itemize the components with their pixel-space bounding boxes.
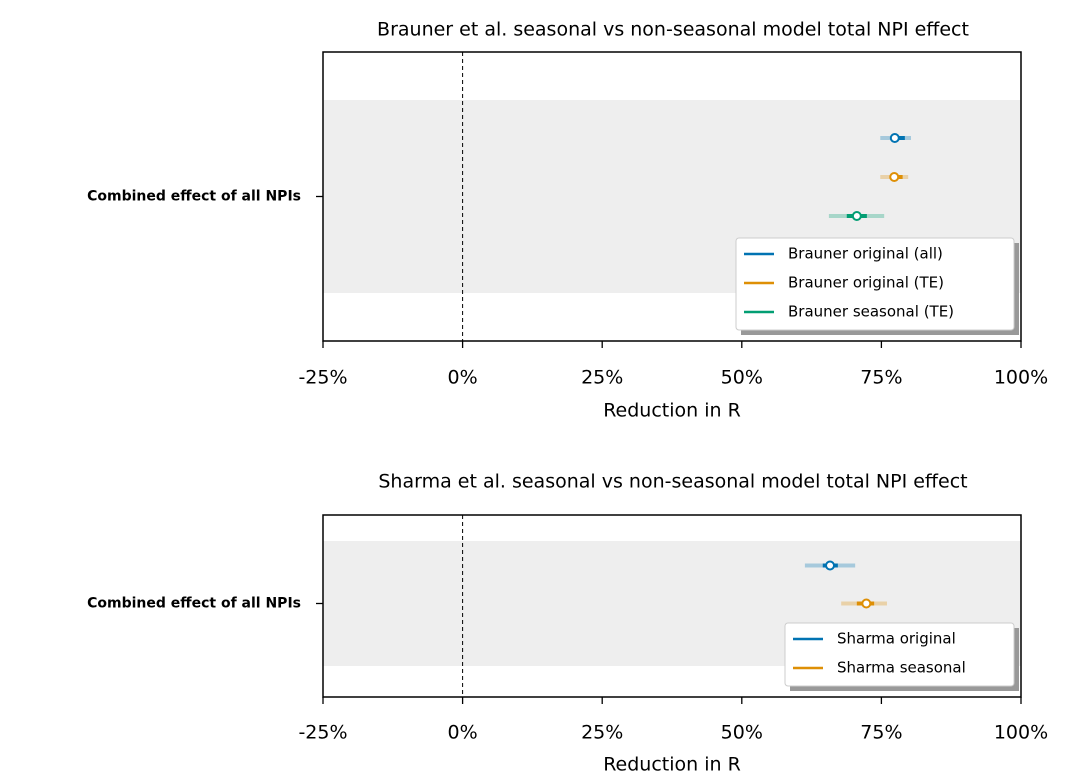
median-point [851,211,862,221]
median-point [861,598,872,609]
x-tick-label: -25% [298,722,347,744]
x-axis-label: Reduction in R [603,754,741,776]
legend-label: Sharma original [837,630,956,648]
axes-frame [322,514,1022,698]
median-point [825,560,836,571]
x-tick-label: 75% [860,722,902,744]
legend-label: Sharma seasonal [837,659,966,677]
legend-label: Brauner seasonal (TE) [788,303,954,321]
subplot: Brauner et al. seasonal vs non-seasonal … [87,19,1048,422]
legend-label: Brauner original (TE) [788,274,944,292]
legend [735,237,1015,331]
y-tick-label: Combined effect of all NPIs [87,189,301,205]
x-tick-label: 50% [721,722,763,744]
x-tick-label: 75% [860,367,902,389]
x-tick-label: -25% [298,367,347,389]
median-point [889,133,900,143]
x-tick-label: 0% [448,722,478,744]
x-tick-label: 25% [581,367,623,389]
subplot: Sharma et al. seasonal vs non-seasonal m… [87,471,1048,776]
x-tick-label: 0% [448,367,478,389]
x-tick-label: 100% [994,722,1048,744]
x-tick-label: 100% [994,367,1048,389]
median-point [889,172,900,182]
legend [784,622,1015,687]
x-tick-label: 50% [721,367,763,389]
chart-title: Sharma et al. seasonal vs non-seasonal m… [378,471,967,493]
axes-frame [322,51,1022,342]
x-axis-label: Reduction in R [603,400,741,422]
chart-title: Brauner et al. seasonal vs non-seasonal … [377,19,969,41]
x-tick-label: 25% [581,722,623,744]
legend-label: Brauner original (all) [788,245,943,263]
y-tick-label: Combined effect of all NPIs [87,596,301,612]
